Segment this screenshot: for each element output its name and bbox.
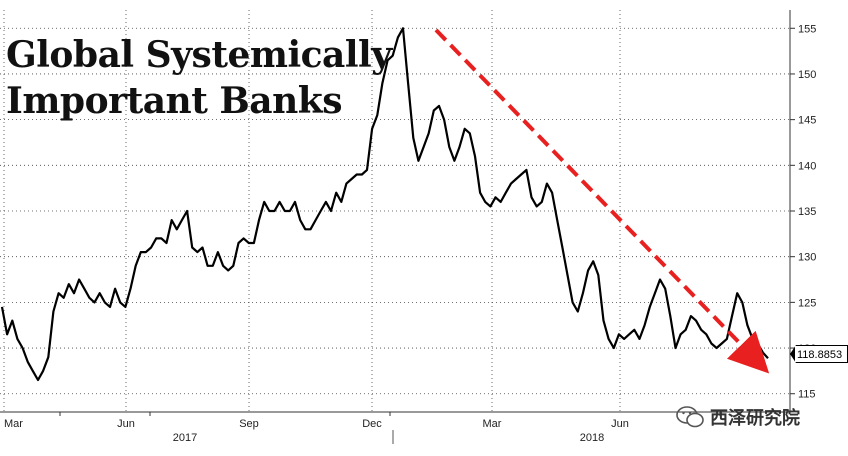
vertical-gridlines [3,10,621,412]
x-tick-label: Sep [239,418,259,430]
y-tick-label: 125 [798,297,816,309]
watermark: 西泽研究院 [676,404,800,430]
chart-title: Global Systemically Important Banks [6,32,392,124]
x-axis: Mar Jun Sep Dec Mar Jun 2017 2018 [4,412,721,444]
x-tick-label: Jun [611,418,629,430]
y-axis: 115120125130135140145150155 [790,23,816,401]
year-label: 2018 [580,432,604,444]
x-tick-label: Mar [483,418,502,430]
y-tick-label: 130 [798,252,816,264]
watermark-text: 西泽研究院 [710,408,800,429]
x-tick-label: Jun [117,418,135,430]
last-value-label: 118.8853 [797,349,842,361]
y-tick-label: 150 [798,69,816,81]
x-tick-label: Mar [4,418,23,430]
series-line [0,27,769,382]
chart-title-line-1: Global Systemically [6,34,392,76]
y-tick-label: 135 [798,206,816,218]
x-tick-label: Dec [362,418,382,430]
y-tick-label: 145 [798,115,816,127]
y-tick-label: 115 [798,389,816,401]
trend-arrow [434,28,770,374]
y-tick-label: 155 [798,23,816,35]
year-label: 2017 [173,432,197,444]
wechat-icon [676,406,704,428]
y-tick-label: 140 [798,160,816,172]
chart-title-line-2: Important Banks [6,80,343,122]
last-value-box: 118.8853 [790,345,848,363]
